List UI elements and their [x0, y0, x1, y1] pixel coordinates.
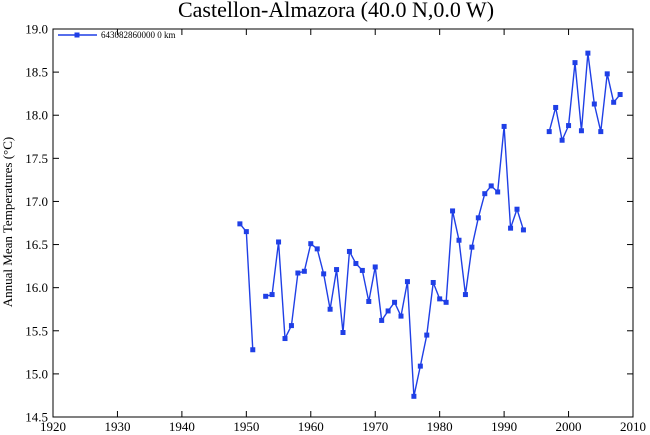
y-tick-label: 17.0: [25, 194, 48, 209]
data-point: [295, 270, 301, 276]
data-point: [359, 267, 365, 273]
x-tick-label: 1970: [362, 419, 388, 434]
data-point: [301, 268, 307, 274]
data-point: [585, 50, 591, 56]
data-point: [340, 330, 346, 335]
chart-title: Castellon-Almazora (40.0 N,0.0 W): [178, 0, 494, 22]
data-point: [424, 332, 430, 338]
data-point: [604, 71, 610, 77]
data-point: [263, 293, 269, 299]
y-tick-label: 16.5: [25, 237, 48, 252]
data-point: [475, 215, 481, 221]
y-tick-label: 15.5: [25, 323, 48, 338]
data-point: [411, 393, 417, 399]
x-tick-label: 1920: [40, 419, 66, 434]
data-point: [269, 292, 275, 298]
data-point: [514, 206, 520, 212]
x-axis: 1920 1930 1940 1950 1960 1970 1980 1990 2000 2010: [40, 29, 646, 434]
y-axis-label: Annual Mean Temperatures (°C): [0, 137, 15, 307]
data-point: [237, 221, 243, 227]
y-tick-label: 14.5: [25, 410, 48, 425]
series-line-segment: [548, 53, 621, 143]
data-point: [276, 239, 282, 245]
data-point: [598, 129, 604, 135]
x-tick-label: 1960: [298, 419, 324, 434]
data-point: [482, 191, 488, 197]
data-point: [617, 92, 623, 98]
data-point: [334, 267, 340, 273]
data-point: [404, 279, 410, 285]
legend-marker: [74, 32, 80, 38]
data-point: [417, 363, 423, 369]
data-point: [469, 244, 475, 250]
data-point: [282, 336, 288, 342]
data-point: [450, 208, 456, 214]
plot-area: [52, 28, 634, 418]
y-tick-label: 19.0: [25, 22, 48, 37]
data-point: [398, 313, 404, 319]
data-point: [591, 101, 597, 107]
data-point: [559, 137, 565, 143]
data-point: [379, 317, 385, 323]
data-point: [520, 227, 526, 233]
data-point: [578, 128, 584, 134]
data-point: [437, 296, 443, 302]
data-point: [430, 279, 436, 285]
x-tick-label: 1980: [427, 419, 453, 434]
data-point: [366, 298, 372, 304]
series-643082860000: [237, 50, 623, 399]
legend: 643082860000 0 km: [58, 30, 176, 40]
data-point: [314, 246, 320, 252]
legend-label: 643082860000 0 km: [101, 30, 176, 40]
data-point: [508, 225, 514, 231]
y-axis: 14.5 15.0 15.5 16.0 16.5 17.0 17.5 18.0 18.5 19.0: [25, 22, 633, 425]
data-point: [327, 306, 333, 312]
data-point: [443, 299, 449, 305]
y-tick-label: 16.0: [25, 280, 48, 295]
data-point: [546, 129, 552, 135]
x-tick-label: 2000: [556, 419, 582, 434]
data-point: [372, 264, 378, 270]
data-point: [385, 308, 391, 314]
data-point: [611, 99, 617, 105]
data-point: [392, 299, 398, 305]
x-tick-label: 1930: [104, 419, 130, 434]
data-point: [346, 248, 352, 254]
y-tick-label: 18.0: [25, 108, 48, 123]
data-point: [243, 229, 249, 235]
data-point: [456, 237, 462, 243]
x-tick-label: 1940: [169, 419, 195, 434]
data-point: [566, 123, 572, 129]
data-point: [462, 292, 468, 298]
data-point: [501, 123, 507, 129]
x-tick-label: 2010: [620, 419, 646, 434]
data-point: [553, 104, 559, 110]
data-point: [572, 60, 578, 66]
data-point: [353, 261, 359, 267]
data-point: [495, 189, 501, 195]
series-line-segment: [239, 223, 254, 350]
data-point: [288, 323, 294, 329]
data-point: [250, 347, 256, 353]
series-line-segment: [265, 126, 525, 397]
x-tick-label: 1990: [491, 419, 517, 434]
data-point: [321, 271, 327, 277]
y-tick-label: 17.5: [25, 151, 48, 166]
data-point: [488, 183, 494, 189]
y-tick-label: 15.0: [25, 366, 48, 381]
y-tick-label: 18.5: [25, 65, 48, 80]
data-point: [308, 241, 314, 247]
x-tick-label: 1950: [233, 419, 259, 434]
